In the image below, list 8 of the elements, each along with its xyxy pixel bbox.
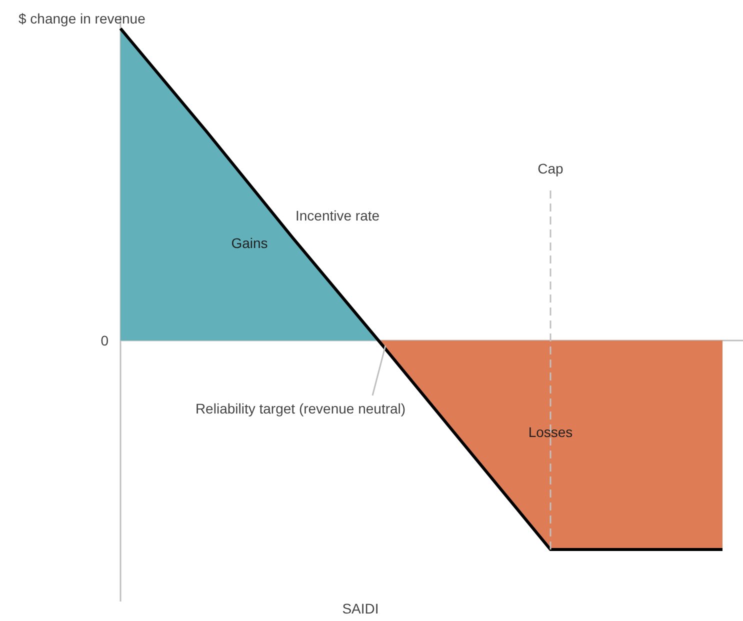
text: 0 [100, 332, 109, 348]
annotation: Reliability target (revenue neutral) [195, 400, 406, 416]
series-label: Incentive rate [296, 208, 380, 224]
annotation: Cap [538, 160, 564, 176]
y-axis-title: $ change in revenue [18, 10, 146, 26]
x-axis-title: SAIDI [342, 600, 379, 616]
series-label: Gains [231, 235, 268, 251]
series-label: Losses [528, 424, 573, 440]
